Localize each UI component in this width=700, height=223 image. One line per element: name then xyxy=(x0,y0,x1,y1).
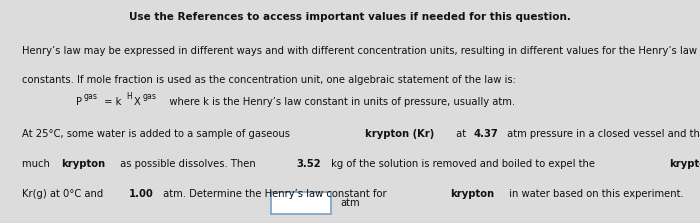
Text: gas: gas xyxy=(143,92,157,101)
Text: atm: atm xyxy=(340,198,360,208)
Bar xyxy=(271,192,332,214)
Text: much: much xyxy=(22,159,53,169)
Text: where k is the Henry’s law constant in units of pressure, usually atm.: where k is the Henry’s law constant in u… xyxy=(160,97,515,107)
Text: Use the References to access important values if needed for this question.: Use the References to access important v… xyxy=(129,12,571,22)
Text: krypton: krypton xyxy=(451,189,495,199)
Text: krypton: krypton xyxy=(669,159,700,169)
Text: 1.00: 1.00 xyxy=(129,189,153,199)
Text: at: at xyxy=(452,129,469,139)
Text: krypton: krypton xyxy=(62,159,106,169)
Text: atm. Determine the Henry’s law constant for: atm. Determine the Henry’s law constant … xyxy=(160,189,390,199)
Text: 4.37: 4.37 xyxy=(473,129,498,139)
Text: Henry’s law may be expressed in different ways and with different concentration : Henry’s law may be expressed in differen… xyxy=(22,46,697,56)
Text: as possible dissolves. Then: as possible dissolves. Then xyxy=(117,159,259,169)
Text: gas: gas xyxy=(83,92,97,101)
Text: P: P xyxy=(76,97,82,107)
Text: kg of the solution is removed and boiled to expel the: kg of the solution is removed and boiled… xyxy=(328,159,598,169)
Text: krypton (Kr): krypton (Kr) xyxy=(365,129,434,139)
Text: constants. If mole fraction is used as the concentration unit, one algebraic sta: constants. If mole fraction is used as t… xyxy=(22,75,516,85)
Text: At 25°C, some water is added to a sample of gaseous: At 25°C, some water is added to a sample… xyxy=(22,129,293,139)
Text: in water based on this experiment.: in water based on this experiment. xyxy=(506,189,684,199)
Text: = k: = k xyxy=(101,97,121,107)
Text: Kr(g) at 0°C and: Kr(g) at 0°C and xyxy=(22,189,106,199)
Text: X: X xyxy=(134,97,141,107)
Text: 3.52: 3.52 xyxy=(297,159,321,169)
Text: H: H xyxy=(127,92,132,101)
Text: atm pressure in a closed vessel and the vessel is shaken until as: atm pressure in a closed vessel and the … xyxy=(504,129,700,139)
